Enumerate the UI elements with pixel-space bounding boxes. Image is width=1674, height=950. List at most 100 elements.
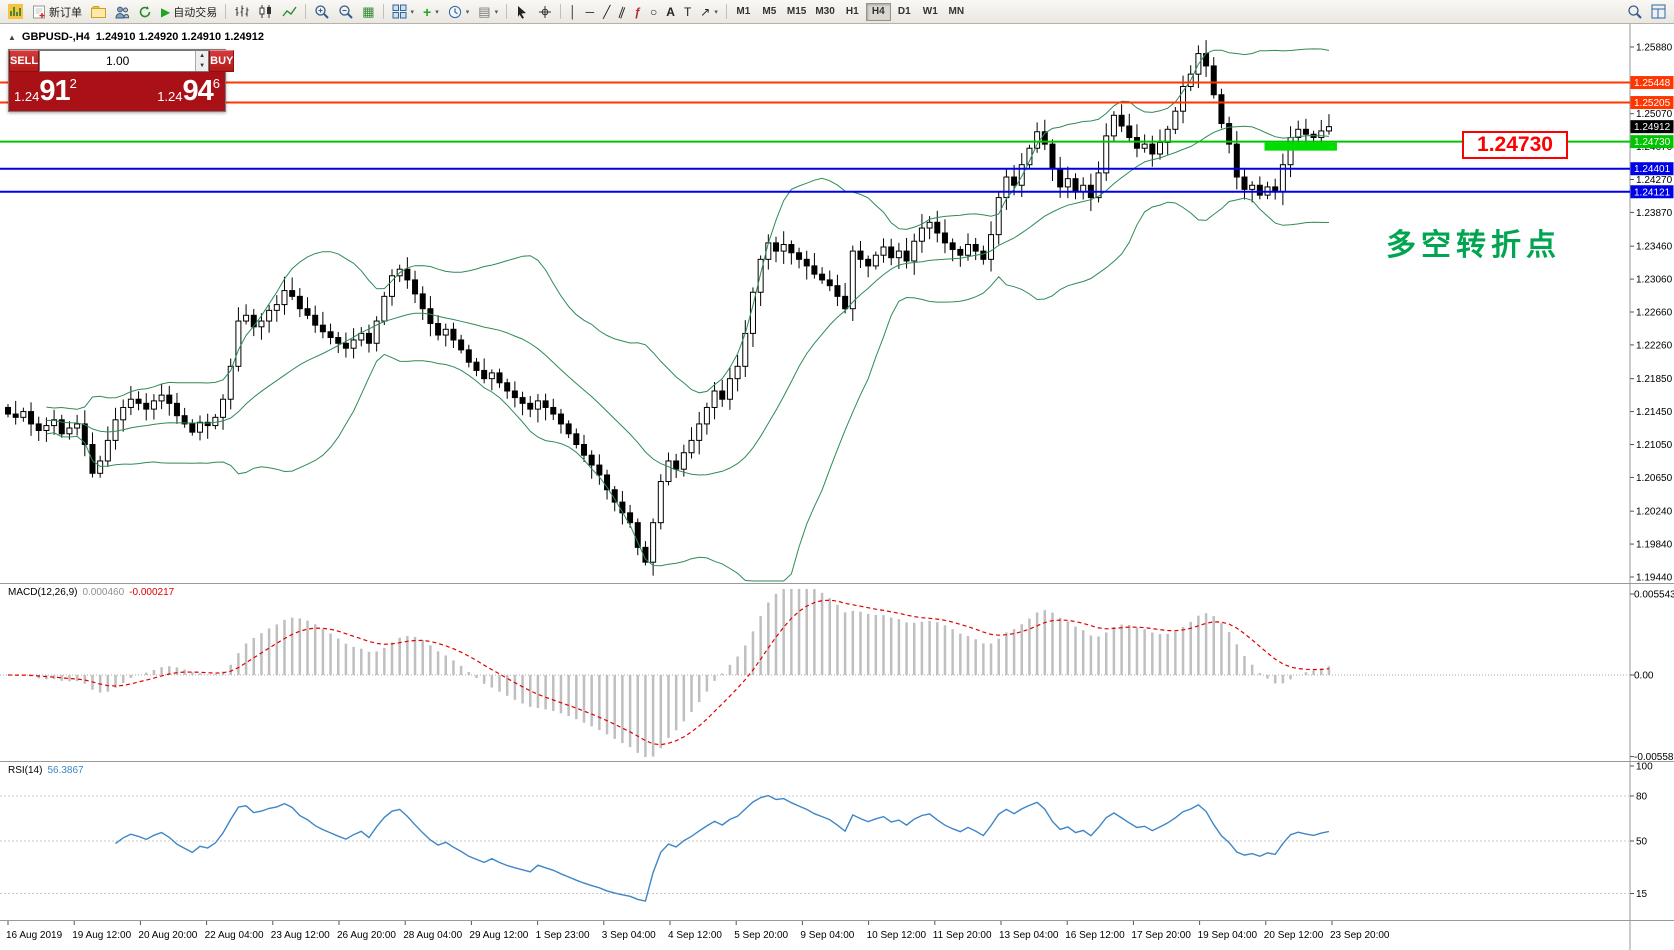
refresh-icon[interactable] [134,2,156,22]
timeframe-m30[interactable]: M30 [811,3,838,21]
toolbar: 新订单 ▶ 自动交易 ▦ ▾ + ▾ ▾ ▤ ▾ │ ─ ╱ ∥ ƒ ○ A T ↗ ▾… [0,0,1674,24]
svg-text:0.005543: 0.005543 [1634,590,1674,601]
arrows-icon[interactable]: ↗ ▾ [696,2,722,22]
label-icon[interactable]: T [680,2,695,22]
zoom-out-icon[interactable] [334,2,357,22]
cursor-icon[interactable] [511,2,533,22]
layout-icon[interactable] [1647,2,1670,22]
svg-text:15: 15 [1636,889,1648,900]
svg-text:1.21050: 1.21050 [1636,440,1673,451]
svg-text:23 Sep 20:00: 23 Sep 20:00 [1330,930,1390,941]
periods-icon[interactable]: ▾ [444,2,474,22]
price-chart[interactable]: 1.258801.250701.246701.242701.238701.234… [0,24,1674,950]
text-icon[interactable]: A [662,2,679,22]
fibonacci-icon[interactable]: ƒ [630,2,645,22]
svg-text:1.23460: 1.23460 [1636,242,1673,253]
grid-icon[interactable]: ▦ [358,2,378,22]
svg-text:16 Aug 2019: 16 Aug 2019 [6,930,63,941]
new-order-button[interactable]: 新订单 [28,2,86,22]
timeframe-mn[interactable]: MN [944,3,969,21]
vertical-line-icon[interactable]: │ [565,2,581,22]
zoom-in-icon[interactable] [310,2,333,22]
volume-input[interactable] [40,51,196,71]
svg-text:1.25070: 1.25070 [1636,109,1673,120]
candlestick-icon[interactable] [254,2,277,22]
timeframe-m1[interactable]: M1 [731,3,756,21]
svg-text:9 Sep 04:00: 9 Sep 04:00 [800,930,854,941]
svg-text:1 Sep 23:00: 1 Sep 23:00 [536,930,590,941]
channel-icon[interactable]: ∥ [615,2,629,22]
autotrade-button[interactable]: ▶ 自动交易 [157,2,221,22]
volume-box: ▲ ▼ [39,50,210,72]
shapes-icon[interactable]: ○ [646,2,661,22]
svg-text:20 Sep 12:00: 20 Sep 12:00 [1264,930,1324,941]
svg-text:11 Sep 20:00: 11 Sep 20:00 [933,930,992,941]
sell-price[interactable]: 1.24 91 2 [14,75,77,107]
timeframe-m5[interactable]: M5 [757,3,782,21]
svg-text:1.20650: 1.20650 [1636,473,1673,484]
toolbar-separator [305,4,307,19]
svg-text:1.24730: 1.24730 [1634,137,1671,148]
svg-text:80: 80 [1636,792,1648,803]
svg-text:1.25448: 1.25448 [1634,78,1671,89]
timeframe-h4[interactable]: H4 [865,2,891,21]
svg-text:1.24401: 1.24401 [1634,164,1671,175]
chevron-down-icon: ▾ [714,8,718,16]
line-chart-icon[interactable] [278,2,301,22]
toolbar-separator [506,4,508,19]
svg-text:1.19440: 1.19440 [1636,572,1673,583]
timeframe-m15[interactable]: M15 [783,3,810,21]
support-price-box[interactable]: 1.24730 [1462,131,1568,159]
svg-text:1.20240: 1.20240 [1636,507,1673,518]
svg-text:100: 100 [1636,762,1653,773]
timeframe-w1[interactable]: W1 [918,3,943,21]
market-watch-icon[interactable] [111,2,133,22]
turning-point-annotation[interactable]: 多空转折点 [1386,229,1561,262]
chevron-down-icon: ▾ [465,8,470,16]
volume-up-button[interactable]: ▲ [196,51,209,61]
app-icon[interactable] [4,2,27,22]
svg-text:13 Sep 04:00: 13 Sep 04:00 [999,930,1059,941]
svg-text:3 Sep 04:00: 3 Sep 04:00 [602,930,656,941]
timeframe-h1[interactable]: H1 [840,3,865,21]
svg-text:26 Aug 20:00: 26 Aug 20:00 [337,930,396,941]
tile-windows-icon[interactable]: ▾ [388,2,419,22]
rsi-indicator-label: RSI(14) 56.3867 [8,765,84,776]
svg-text:1.24270: 1.24270 [1636,175,1673,186]
macd-name: MACD(12,26,9) [8,587,78,598]
chart-symbol: GBPUSD-,H4 [21,31,90,43]
search-icon[interactable] [1623,2,1646,22]
svg-text:1.21850: 1.21850 [1636,374,1673,385]
svg-text:23 Aug 12:00: 23 Aug 12:00 [271,930,330,941]
crosshair-icon[interactable] [534,2,556,22]
profiles-icon[interactable] [87,2,110,22]
svg-text:5 Sep 20:00: 5 Sep 20:00 [734,930,788,941]
svg-text:22 Aug 04:00: 22 Aug 04:00 [205,930,264,941]
timeframe-d1[interactable]: D1 [892,3,917,21]
templates-icon[interactable]: ▤ ▾ [474,2,502,22]
rsi-name: RSI(14) [8,765,43,776]
svg-text:28 Aug 04:00: 28 Aug 04:00 [403,930,462,941]
toolbar-separator [560,4,562,19]
chart-ohlc-values: 1.24910 1.24920 1.24910 1.24912 [95,31,264,43]
macd-value: 0.000460 [82,587,125,598]
svg-text:-0.005583: -0.005583 [1634,752,1674,763]
toolbar-separator [725,4,727,19]
toolbar-separator [225,4,227,19]
svg-text:1.25205: 1.25205 [1634,98,1671,109]
svg-text:17 Sep 20:00: 17 Sep 20:00 [1131,930,1191,941]
buy-button[interactable]: BUY [209,50,235,72]
horizontal-line-icon[interactable]: ─ [582,2,599,22]
new-order-label: 新订单 [49,6,82,19]
bar-chart-icon[interactable] [230,2,253,22]
buy-price[interactable]: 1.24 94 6 [157,75,220,107]
indicators-icon[interactable]: + ▾ [419,2,443,22]
volume-down-button[interactable]: ▼ [196,61,209,71]
trendline-icon[interactable]: ╱ [599,2,614,22]
chevron-down-icon: ▾ [435,8,439,16]
sell-button[interactable]: SELL [9,50,40,72]
symbol-triangle-icon: ▲ [8,32,16,42]
chevron-down-icon: ▾ [494,8,499,16]
